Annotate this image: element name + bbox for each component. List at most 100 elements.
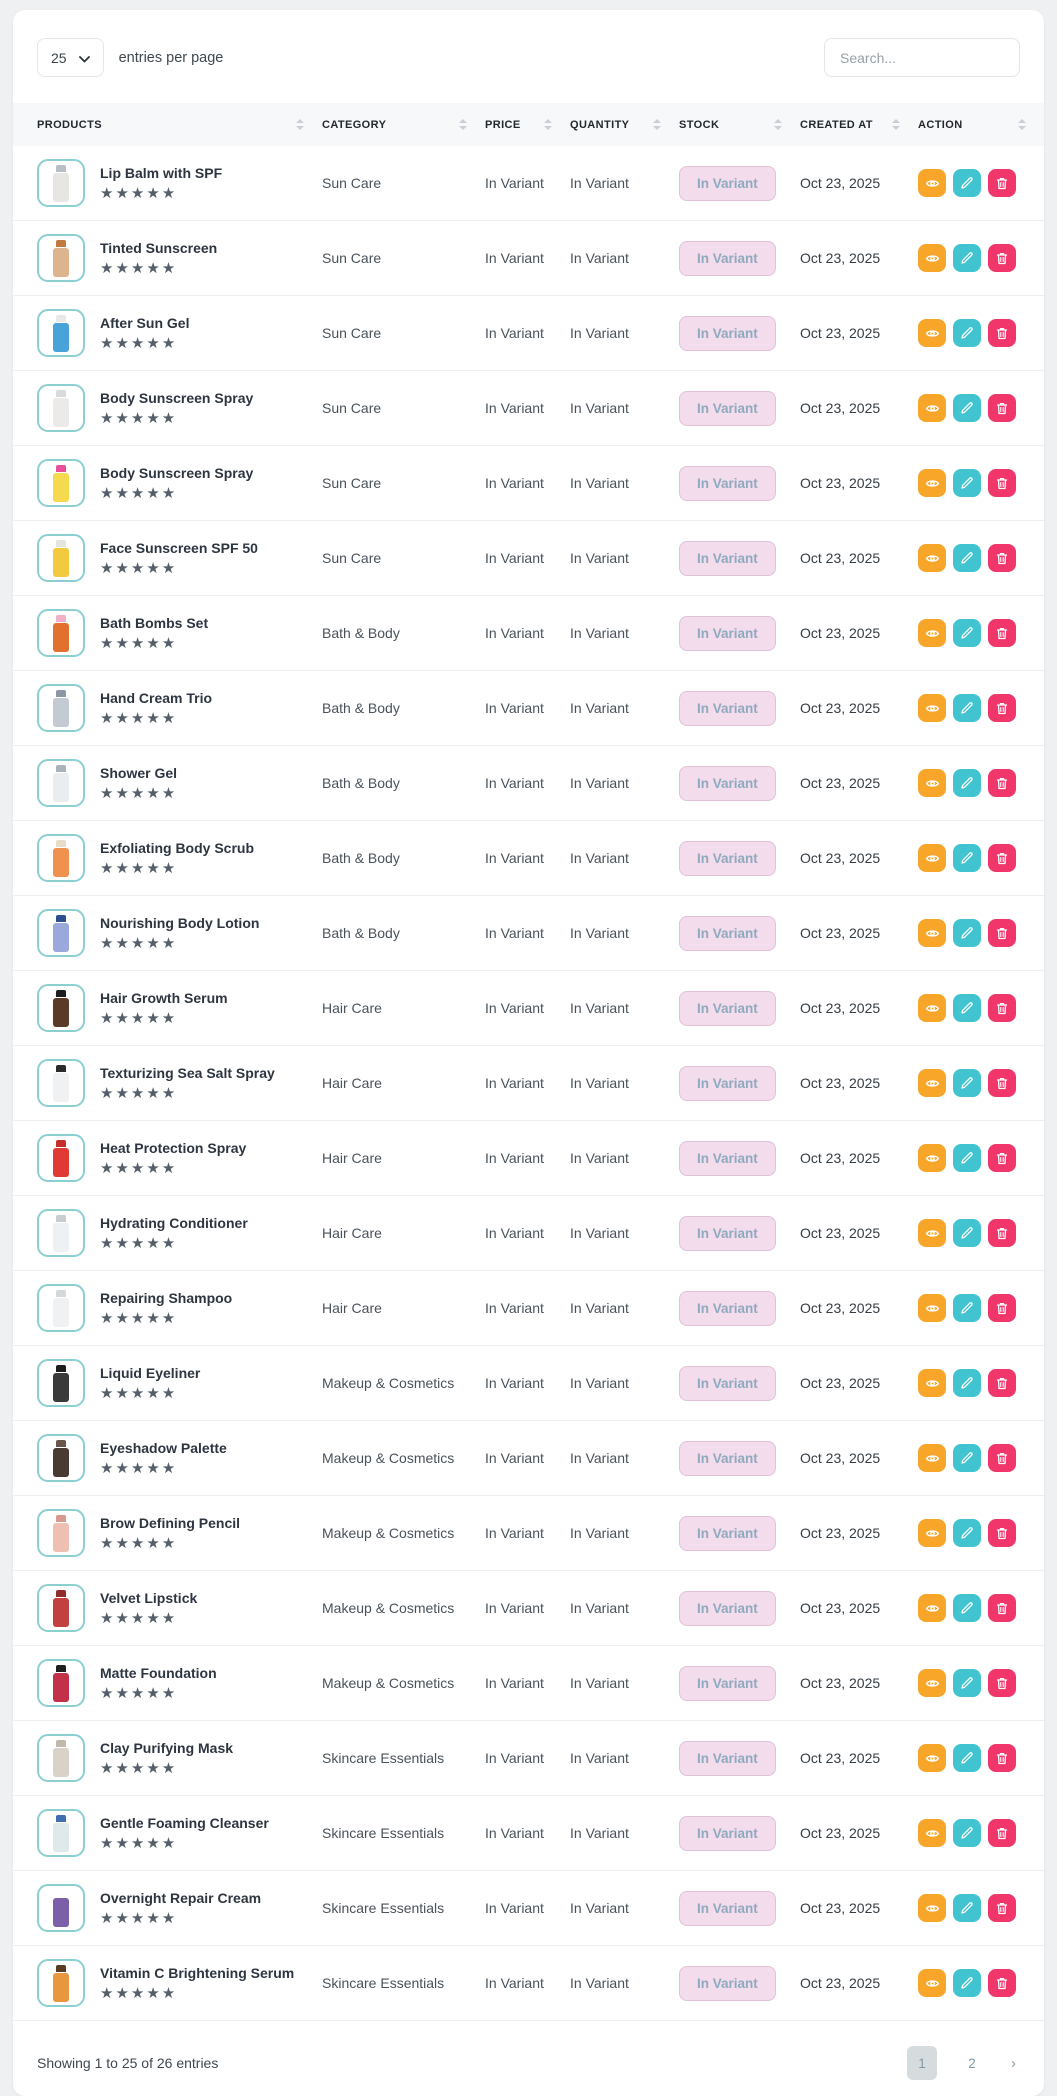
rating-stars: ★★★★★: [100, 710, 178, 727]
view-button[interactable]: [918, 694, 946, 722]
stock-cell: In Variant: [679, 1740, 800, 1776]
edit-button[interactable]: [953, 1519, 981, 1547]
view-button[interactable]: [918, 469, 946, 497]
edit-button[interactable]: [953, 919, 981, 947]
view-button[interactable]: [918, 1219, 946, 1247]
view-button[interactable]: [918, 1819, 946, 1847]
delete-button[interactable]: [988, 169, 1016, 197]
view-button[interactable]: [918, 619, 946, 647]
column-header[interactable]: PRICE: [485, 119, 570, 131]
category-cell: Sun Care: [322, 475, 382, 491]
delete-button[interactable]: [988, 1444, 1016, 1472]
delete-button[interactable]: [988, 1294, 1016, 1322]
column-header[interactable]: STOCK: [679, 119, 800, 131]
view-button[interactable]: [918, 1669, 946, 1697]
delete-button[interactable]: [988, 319, 1016, 347]
view-button[interactable]: [918, 1894, 946, 1922]
delete-button[interactable]: [988, 694, 1016, 722]
view-button[interactable]: [918, 1519, 946, 1547]
edit-button[interactable]: [953, 1294, 981, 1322]
view-button[interactable]: [918, 244, 946, 272]
delete-button[interactable]: [988, 1069, 1016, 1097]
edit-button[interactable]: [953, 769, 981, 797]
delete-button[interactable]: [988, 469, 1016, 497]
pagination-page-1[interactable]: 1: [907, 2046, 937, 2080]
edit-button[interactable]: [953, 1744, 981, 1772]
view-button[interactable]: [918, 1444, 946, 1472]
edit-button[interactable]: [953, 844, 981, 872]
delete-button[interactable]: [988, 544, 1016, 572]
column-header[interactable]: QUANTITY: [570, 119, 679, 131]
created-at-cell: Oct 23, 2025: [800, 1750, 881, 1766]
view-button[interactable]: [918, 1294, 946, 1322]
edit-button[interactable]: [953, 1069, 981, 1097]
delete-button[interactable]: [988, 769, 1016, 797]
stock-badge: In Variant: [679, 690, 776, 726]
edit-button[interactable]: [953, 244, 981, 272]
view-button[interactable]: [918, 1369, 946, 1397]
delete-button[interactable]: [988, 1219, 1016, 1247]
edit-button[interactable]: [953, 1144, 981, 1172]
delete-button[interactable]: [988, 1594, 1016, 1622]
delete-button[interactable]: [988, 1894, 1016, 1922]
view-button[interactable]: [918, 1069, 946, 1097]
created-at-cell: Oct 23, 2025: [800, 475, 881, 491]
column-header[interactable]: ACTION: [918, 119, 1044, 131]
view-button[interactable]: [918, 1144, 946, 1172]
column-header[interactable]: PRODUCTS: [37, 119, 322, 131]
pencil-icon: [960, 1451, 974, 1465]
delete-button[interactable]: [988, 919, 1016, 947]
pagination-page-2[interactable]: 2: [957, 2046, 987, 2080]
view-button[interactable]: [918, 1969, 946, 1997]
delete-button[interactable]: [988, 1669, 1016, 1697]
edit-button[interactable]: [953, 1894, 981, 1922]
delete-button[interactable]: [988, 994, 1016, 1022]
column-header[interactable]: CREATED AT: [800, 119, 918, 131]
delete-button[interactable]: [988, 1369, 1016, 1397]
delete-button[interactable]: [988, 1969, 1016, 1997]
delete-button[interactable]: [988, 1744, 1016, 1772]
entries-per-page-select[interactable]: 25: [37, 38, 104, 77]
view-button[interactable]: [918, 544, 946, 572]
edit-button[interactable]: [953, 394, 981, 422]
view-button[interactable]: [918, 769, 946, 797]
view-button[interactable]: [918, 394, 946, 422]
view-button[interactable]: [918, 1744, 946, 1772]
edit-button[interactable]: [953, 169, 981, 197]
edit-button[interactable]: [953, 1594, 981, 1622]
delete-button[interactable]: [988, 844, 1016, 872]
edit-button[interactable]: [953, 469, 981, 497]
delete-button[interactable]: [988, 394, 1016, 422]
search-input[interactable]: [824, 38, 1020, 77]
edit-button[interactable]: [953, 319, 981, 347]
rating-stars: ★★★★★: [100, 335, 178, 352]
edit-button[interactable]: [953, 1219, 981, 1247]
delete-button[interactable]: [988, 1819, 1016, 1847]
edit-button[interactable]: [953, 1669, 981, 1697]
edit-button[interactable]: [953, 1444, 981, 1472]
view-button[interactable]: [918, 844, 946, 872]
column-header[interactable]: CATEGORY: [322, 119, 485, 131]
edit-button[interactable]: [953, 544, 981, 572]
delete-button[interactable]: [988, 619, 1016, 647]
view-button[interactable]: [918, 994, 946, 1022]
action-cell: [918, 619, 1044, 647]
view-button[interactable]: [918, 919, 946, 947]
delete-button[interactable]: [988, 1519, 1016, 1547]
edit-button[interactable]: [953, 1369, 981, 1397]
edit-button[interactable]: [953, 694, 981, 722]
delete-button[interactable]: [988, 1144, 1016, 1172]
edit-button[interactable]: [953, 994, 981, 1022]
delete-button[interactable]: [988, 244, 1016, 272]
pagination-next-button[interactable]: ›: [1007, 2055, 1020, 2072]
edit-button[interactable]: [953, 619, 981, 647]
view-button[interactable]: [918, 169, 946, 197]
edit-button[interactable]: [953, 1819, 981, 1847]
view-button[interactable]: [918, 1594, 946, 1622]
product-cell: Body Sunscreen Spray ★★★★★: [37, 459, 322, 507]
pagination: 1 2 ›: [907, 2046, 1020, 2080]
edit-button[interactable]: [953, 1969, 981, 1997]
pencil-icon: [960, 926, 974, 940]
product-info: Overnight Repair Cream ★★★★★: [100, 1890, 261, 1926]
view-button[interactable]: [918, 319, 946, 347]
